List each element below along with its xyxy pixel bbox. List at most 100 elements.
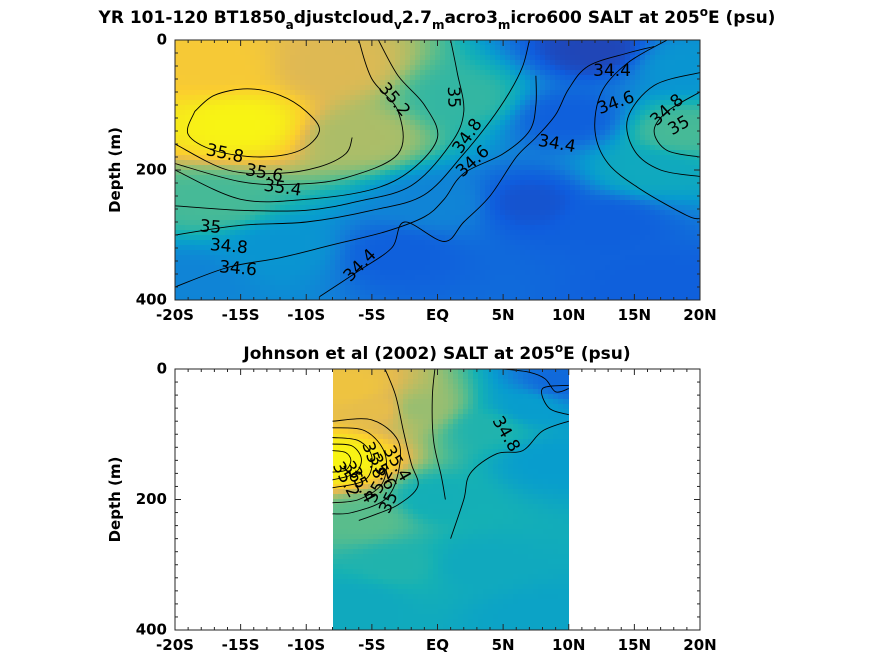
salinity-cell: [625, 185, 630, 190]
salinity-cell: [475, 165, 480, 170]
salinity-cell: [235, 180, 240, 185]
salinity-cell: [590, 270, 595, 275]
salinity-cell: [395, 115, 400, 120]
salinity-cell: [535, 190, 540, 195]
salinity-cell: [430, 140, 435, 145]
salinity-cell: [580, 65, 585, 70]
salinity-cell: [695, 230, 700, 235]
salinity-cell: [400, 55, 405, 60]
salinity-cell: [235, 200, 240, 205]
salinity-cell: [650, 195, 655, 200]
salinity-cell: [425, 65, 430, 70]
salinity-cell: [595, 120, 600, 125]
salinity-cell: [185, 250, 190, 255]
salinity-cell: [455, 90, 460, 95]
salinity-cell: [550, 205, 555, 210]
salinity-cell: [550, 170, 555, 175]
salinity-cell: [230, 145, 235, 150]
salinity-cell: [235, 80, 240, 85]
salinity-cell: [655, 190, 660, 195]
salinity-cell: [305, 190, 310, 195]
salinity-cell: [330, 215, 335, 220]
salinity-cell: [605, 235, 610, 240]
salinity-cell: [350, 45, 355, 50]
salinity-cell: [210, 265, 215, 270]
salinity-cell: [235, 245, 240, 250]
salinity-cell: [265, 200, 270, 205]
salinity-cell: [210, 150, 215, 155]
salinity-cell: [600, 50, 605, 55]
salinity-cell: [180, 85, 185, 90]
salinity-cell: [370, 120, 375, 125]
salinity-cell: [320, 155, 325, 160]
salinity-cell: [310, 85, 315, 90]
salinity-cell: [195, 115, 200, 120]
salinity-cell: [450, 65, 455, 70]
salinity-cell: [660, 225, 665, 230]
salinity-cell: [400, 150, 405, 155]
salinity-cell: [245, 205, 250, 210]
salinity-cell: [200, 260, 205, 265]
salinity-cell: [670, 185, 675, 190]
salinity-cell: [405, 70, 410, 75]
salinity-cell: [685, 100, 690, 105]
salinity-cell: [600, 85, 605, 90]
salinity-cell: [465, 95, 470, 100]
salinity-cell: [380, 100, 385, 105]
salinity-cell: [425, 45, 430, 50]
salinity-cell: [230, 60, 235, 65]
salinity-cell: [300, 225, 305, 230]
salinity-cell: [375, 220, 380, 225]
salinity-cell: [375, 235, 380, 240]
salinity-cell: [335, 220, 340, 225]
salinity-cell: [470, 265, 475, 270]
salinity-cell: [265, 90, 270, 95]
salinity-cell: [665, 175, 670, 180]
salinity-cell: [185, 190, 190, 195]
salinity-cell: [175, 225, 180, 230]
salinity-cell: [485, 55, 490, 60]
salinity-cell: [570, 195, 575, 200]
salinity-cell: [385, 170, 390, 175]
salinity-cell: [410, 45, 415, 50]
salinity-cell: [650, 145, 655, 150]
salinity-cell: [630, 240, 635, 245]
salinity-cell: [415, 220, 420, 225]
salinity-cell: [215, 90, 220, 95]
salinity-cell: [610, 115, 615, 120]
salinity-cell: [270, 160, 275, 165]
salinity-cell: [175, 40, 180, 45]
salinity-cell: [645, 230, 650, 235]
salinity-cell: [655, 180, 660, 185]
salinity-cell: [245, 215, 250, 220]
salinity-cell: [240, 90, 245, 95]
salinity-cell: [400, 50, 405, 55]
salinity-cell: [175, 145, 180, 150]
salinity-cell: [370, 60, 375, 65]
salinity-cell: [215, 255, 220, 260]
salinity-cell: [365, 235, 370, 240]
salinity-cell: [595, 225, 600, 230]
salinity-cell: [480, 155, 485, 160]
salinity-cell: [525, 220, 530, 225]
salinity-cell: [665, 180, 670, 185]
salinity-cell: [465, 125, 470, 130]
salinity-cell: [420, 200, 425, 205]
salinity-cell: [500, 75, 505, 80]
salinity-cell: [360, 225, 365, 230]
salinity-cell: [530, 90, 535, 95]
salinity-cell: [355, 80, 360, 85]
salinity-cell: [650, 80, 655, 85]
salinity-cell: [585, 70, 590, 75]
salinity-cell: [685, 240, 690, 245]
salinity-cell: [615, 250, 620, 255]
salinity-cell: [660, 170, 665, 175]
salinity-cell: [580, 80, 585, 85]
salinity-cell: [360, 265, 365, 270]
salinity-cell: [580, 225, 585, 230]
salinity-cell: [320, 160, 325, 165]
salinity-cell: [625, 250, 630, 255]
salinity-cell: [210, 180, 215, 185]
salinity-cell: [695, 240, 700, 245]
salinity-cell: [485, 165, 490, 170]
